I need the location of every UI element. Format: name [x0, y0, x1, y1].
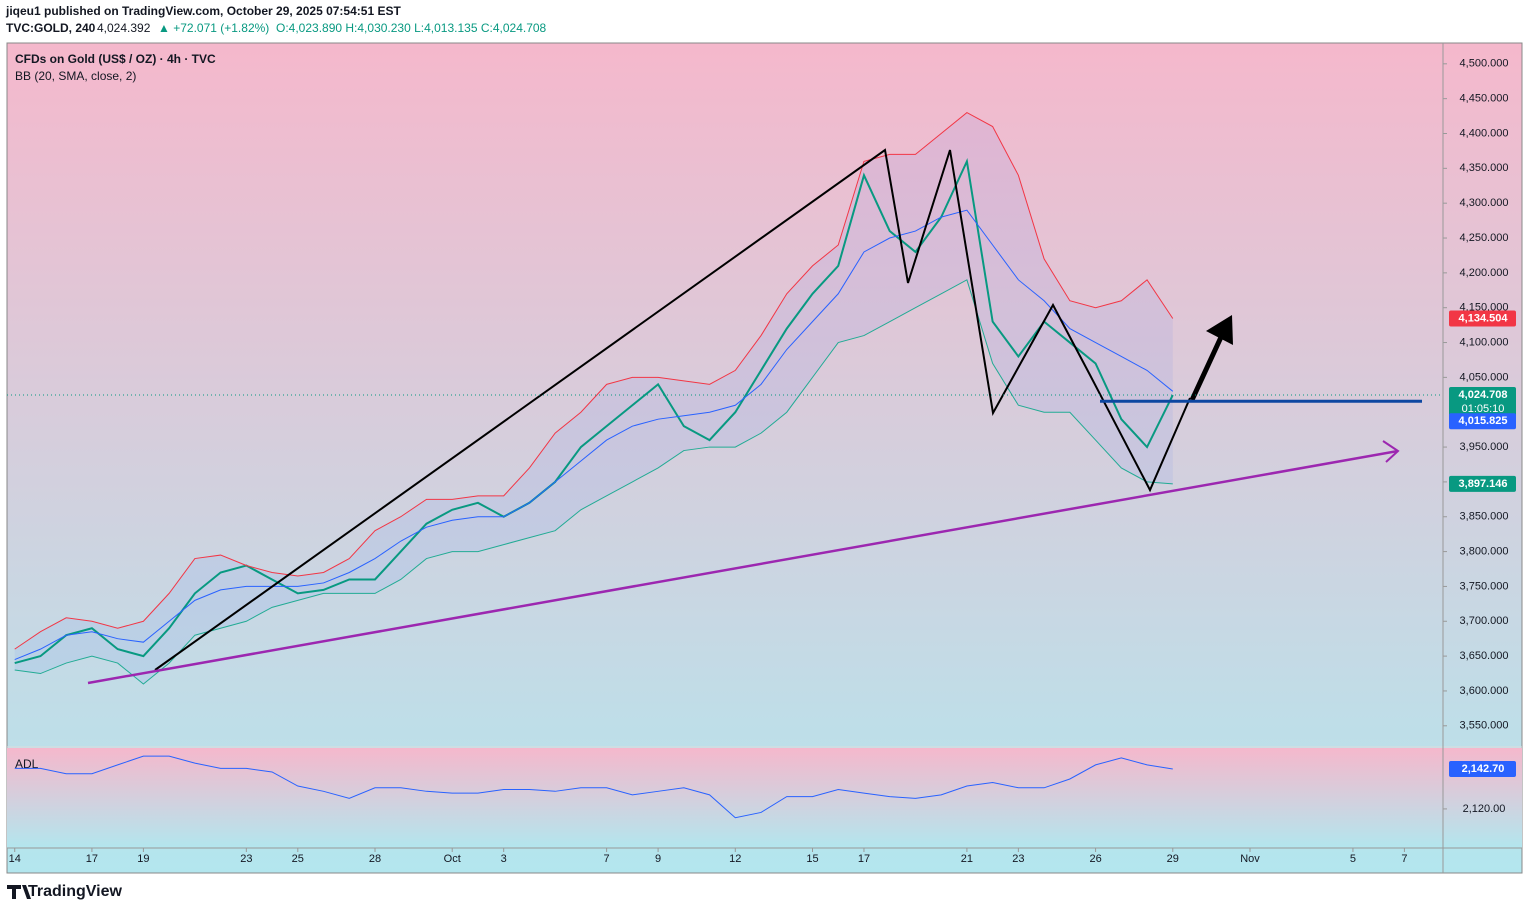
y-tick-label: 3,950.000	[1460, 441, 1509, 453]
chart-title: CFDs on Gold (US$ / OZ) · 4h · TVC	[15, 52, 216, 66]
y-tick-label: 4,350.000	[1460, 162, 1509, 174]
y-tick-label: 4,250.000	[1460, 232, 1509, 244]
x-tick-label: 7	[1401, 853, 1407, 865]
x-tick-label: Nov	[1240, 853, 1260, 865]
x-tick-label: 7	[604, 853, 610, 865]
y-tick-label: 3,550.000	[1460, 720, 1509, 732]
x-tick-label: 25	[292, 853, 304, 865]
x-tick-label: 26	[1089, 853, 1101, 865]
price-tag-label: 4,024.708	[1459, 389, 1508, 401]
x-tick-label: 14	[9, 853, 21, 865]
brand: TradingView	[28, 883, 123, 900]
series-line	[14, 755, 1173, 819]
y-tick-label: 4,500.000	[1460, 58, 1509, 70]
adl-background	[7, 748, 1522, 848]
price-tag	[1449, 475, 1516, 492]
price-tag-label: 4,015.825	[1459, 415, 1508, 427]
y-tick-label: 4,300.000	[1460, 197, 1509, 209]
price-tag	[1449, 387, 1516, 418]
symbol: TVC:GOLD, 240	[6, 21, 96, 35]
arrow-shaft	[1189, 333, 1225, 402]
trend-line	[87, 449, 1399, 685]
price-tag-label: 3,897.146	[1459, 478, 1508, 490]
y-tick-label: 3,650.000	[1460, 650, 1509, 662]
series-line	[14, 111, 1174, 650]
drawings	[14, 111, 1400, 819]
trend-arrow	[1382, 440, 1400, 463]
adl-title: ADL	[15, 757, 39, 771]
publisher: jiqeu1 published on TradingView.com, Oct…	[5, 4, 401, 18]
x-tick-label: 5	[1350, 853, 1356, 865]
x-tick-label: 9	[655, 853, 661, 865]
price-tag	[1449, 310, 1516, 327]
x-tick-label: 29	[1167, 853, 1179, 865]
countdown: 01:05:10	[1462, 403, 1505, 415]
x-tick-label: 28	[369, 853, 381, 865]
y-tick-label: 4,450.000	[1460, 93, 1509, 105]
y-tick-label: 4,200.000	[1460, 267, 1509, 279]
x-tick-label: 12	[729, 853, 741, 865]
y-tick-label: 3,850.000	[1460, 511, 1509, 523]
last: 4,024.392	[97, 21, 151, 35]
price-tag	[1449, 760, 1516, 777]
y-tick-label: 2,120.00	[1463, 803, 1506, 815]
price-tag-label: 4,134.504	[1459, 312, 1509, 324]
y-tick-label: 4,050.000	[1460, 371, 1509, 383]
x-tick-label: 3	[501, 853, 507, 865]
x-tick-label: 23	[1012, 853, 1024, 865]
y-tick-label: 3,700.000	[1460, 615, 1509, 627]
x-tick-label: 15	[806, 853, 818, 865]
price-line	[14, 157, 1174, 665]
x-tick-label: Oct	[444, 853, 461, 865]
y-tick-label: 4,100.000	[1460, 336, 1509, 348]
x-tick-label: 17	[86, 853, 98, 865]
logo	[7, 885, 31, 899]
y-tick-label: 3,750.000	[1460, 580, 1509, 592]
ohlc: O:4,023.890 H:4,030.230 L:4,013.135 C:4,…	[276, 21, 547, 35]
y-tick-label: 3,800.000	[1460, 545, 1509, 557]
price-tag-label: 2,142.70	[1462, 763, 1505, 775]
x-tick-label: 23	[240, 853, 252, 865]
y-tick-label: 4,400.000	[1460, 127, 1509, 139]
plot-background	[6, 42, 1523, 874]
indicator: BB (20, SMA, close, 2)	[15, 69, 136, 83]
x-tick-label: 21	[961, 853, 973, 865]
arrow-head	[1206, 315, 1233, 345]
x-tick-label: 17	[858, 853, 870, 865]
pattern-line	[154, 148, 1191, 671]
series-line	[14, 209, 1174, 661]
price-tag	[1449, 413, 1516, 430]
x-tick-label: 19	[137, 853, 149, 865]
y-tick-label: 3,600.000	[1460, 685, 1509, 697]
change: ▲ +72.071 (+1.82%)	[158, 21, 269, 35]
